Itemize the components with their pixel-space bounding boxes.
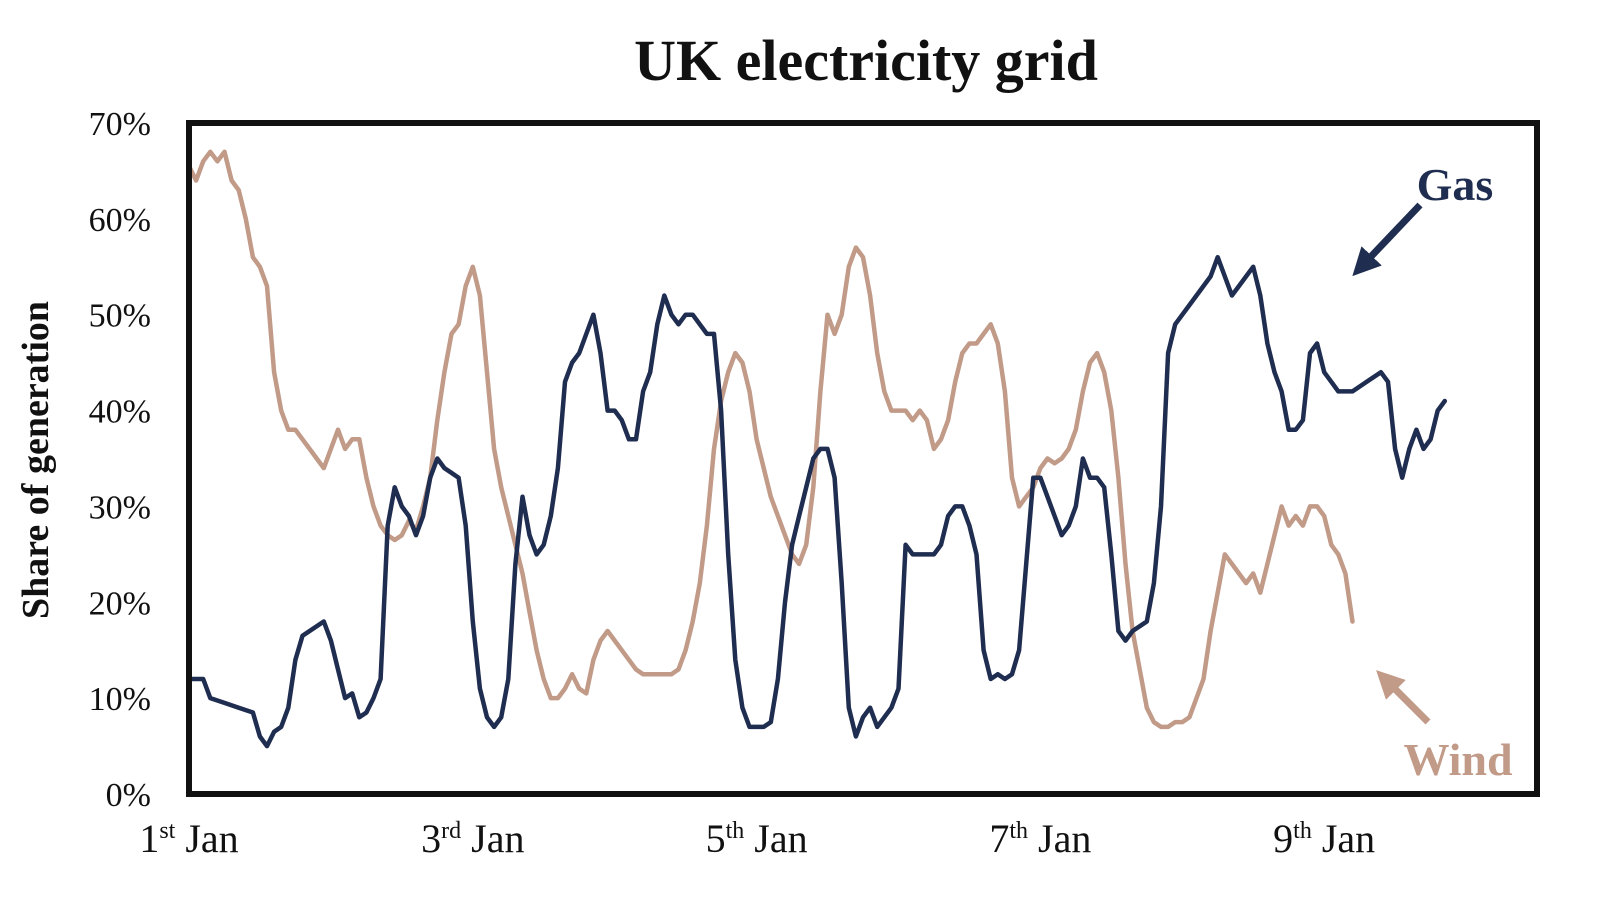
- y-tick-label: 40%: [89, 394, 151, 431]
- plot-frame: [186, 120, 1540, 797]
- y-tick-label: 70%: [89, 106, 151, 143]
- x-tick-label: 5th Jan: [706, 816, 808, 861]
- x-tick-label: 7th Jan: [989, 816, 1091, 861]
- y-axis-ticks: 0% 10% 20% 30% 40% 50% 60% 70%: [89, 106, 151, 814]
- series-annotations: Gas Wind: [1352, 159, 1513, 785]
- x-tick-label: 9th Jan: [1273, 816, 1375, 861]
- x-tick-label: 1st Jan: [139, 816, 238, 861]
- series-line-gas: [186, 254, 1448, 749]
- y-tick-label: 10%: [89, 681, 151, 718]
- y-axis-label: Share of generation: [15, 301, 57, 619]
- y-tick-label: 60%: [89, 202, 151, 239]
- x-tick-label: 3rd Jan: [421, 816, 524, 861]
- y-tick-label: 0%: [106, 777, 151, 814]
- wind-annotation-arrow: [1376, 670, 1431, 725]
- y-tick-label: 30%: [89, 489, 151, 526]
- y-tick-label: 50%: [89, 298, 151, 335]
- gas-annotation-arrow: [1352, 202, 1423, 277]
- plot-area: [186, 149, 1448, 749]
- wind-annotation-label: Wind: [1403, 734, 1513, 785]
- y-tick-label: 20%: [89, 585, 151, 622]
- series-line-wind: [186, 149, 1355, 730]
- gas-annotation-label: Gas: [1417, 159, 1494, 210]
- x-axis-ticks: 1st Jan 3rd Jan 5th Jan 7th Jan 9th Jan: [139, 816, 1375, 861]
- chart-title: UK electricity grid: [634, 28, 1098, 93]
